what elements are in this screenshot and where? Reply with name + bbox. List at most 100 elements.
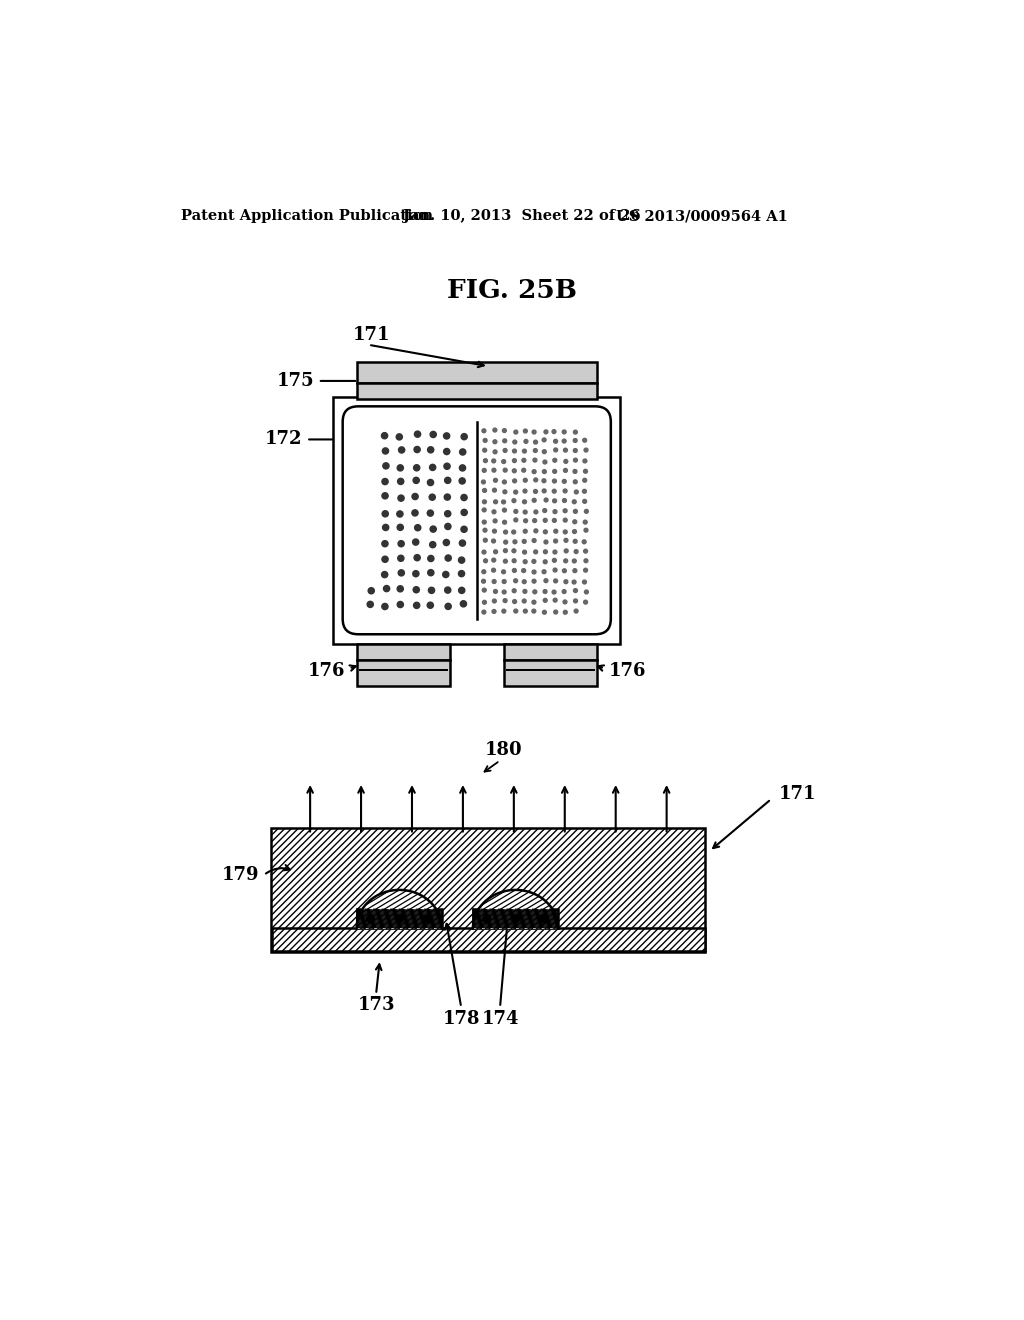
Circle shape (504, 560, 507, 564)
Circle shape (514, 609, 518, 612)
Circle shape (544, 498, 548, 502)
Text: US 2013/0009564 A1: US 2013/0009564 A1 (616, 209, 788, 223)
Circle shape (493, 440, 497, 444)
FancyBboxPatch shape (343, 407, 611, 635)
Circle shape (429, 494, 435, 500)
Circle shape (493, 529, 497, 533)
Circle shape (552, 558, 556, 562)
Circle shape (583, 478, 587, 482)
Circle shape (492, 558, 496, 562)
Circle shape (572, 569, 577, 573)
Circle shape (430, 432, 436, 437)
Circle shape (482, 500, 486, 504)
Circle shape (502, 500, 506, 504)
Circle shape (523, 478, 527, 482)
Circle shape (444, 478, 451, 483)
Circle shape (482, 601, 486, 605)
Circle shape (461, 495, 467, 500)
Circle shape (564, 558, 567, 562)
Circle shape (542, 438, 546, 442)
Circle shape (512, 459, 516, 462)
Circle shape (413, 478, 419, 483)
Circle shape (513, 540, 517, 544)
Circle shape (573, 449, 578, 453)
Circle shape (444, 524, 451, 529)
Circle shape (522, 540, 526, 544)
Circle shape (583, 459, 587, 463)
Circle shape (514, 430, 518, 434)
Circle shape (532, 519, 537, 523)
Circle shape (523, 510, 527, 513)
Circle shape (583, 499, 587, 503)
Circle shape (562, 440, 566, 444)
Circle shape (493, 488, 497, 492)
Circle shape (544, 519, 547, 523)
Circle shape (584, 528, 588, 532)
Circle shape (563, 601, 567, 603)
Circle shape (572, 529, 577, 533)
Circle shape (563, 531, 567, 533)
Circle shape (584, 601, 588, 605)
Circle shape (414, 465, 420, 471)
Circle shape (443, 540, 450, 545)
Circle shape (414, 554, 420, 561)
Circle shape (574, 609, 578, 612)
Circle shape (397, 465, 403, 471)
Bar (271, 829, 706, 952)
Bar (356, 909, 442, 928)
Circle shape (415, 432, 421, 437)
Circle shape (553, 510, 557, 513)
Circle shape (523, 519, 527, 523)
Circle shape (532, 458, 537, 462)
Circle shape (482, 610, 485, 614)
Circle shape (504, 549, 507, 553)
Circle shape (534, 550, 538, 554)
Circle shape (573, 430, 578, 434)
Circle shape (544, 540, 548, 544)
Circle shape (482, 469, 486, 473)
Circle shape (534, 449, 538, 453)
Circle shape (383, 463, 389, 469)
Circle shape (573, 438, 578, 442)
Circle shape (512, 558, 516, 562)
Circle shape (553, 499, 556, 503)
Circle shape (514, 579, 517, 582)
Circle shape (522, 449, 526, 453)
Circle shape (554, 539, 557, 543)
Circle shape (583, 490, 587, 494)
Circle shape (397, 586, 403, 591)
Circle shape (573, 480, 578, 483)
Circle shape (494, 478, 498, 482)
Circle shape (512, 469, 516, 473)
Circle shape (503, 480, 506, 484)
Circle shape (482, 520, 486, 524)
Circle shape (459, 557, 465, 564)
Circle shape (573, 458, 578, 462)
Circle shape (534, 478, 538, 482)
Circle shape (562, 569, 566, 573)
Circle shape (482, 570, 485, 574)
Circle shape (542, 570, 546, 574)
Circle shape (572, 500, 577, 504)
Circle shape (584, 449, 588, 451)
Text: 176: 176 (307, 661, 345, 680)
Circle shape (532, 590, 537, 594)
Circle shape (397, 602, 403, 607)
Circle shape (553, 470, 557, 474)
Circle shape (512, 569, 516, 573)
Circle shape (553, 458, 557, 462)
Circle shape (413, 586, 420, 593)
Circle shape (562, 499, 566, 503)
Circle shape (383, 586, 390, 591)
Circle shape (503, 599, 507, 602)
Circle shape (585, 590, 589, 594)
Circle shape (382, 478, 388, 484)
Circle shape (543, 470, 546, 474)
Circle shape (493, 510, 496, 513)
Circle shape (541, 915, 548, 923)
Circle shape (482, 488, 486, 492)
Circle shape (544, 529, 547, 533)
Bar (356, 363, 597, 383)
Text: 172: 172 (265, 430, 302, 449)
Circle shape (563, 610, 567, 614)
